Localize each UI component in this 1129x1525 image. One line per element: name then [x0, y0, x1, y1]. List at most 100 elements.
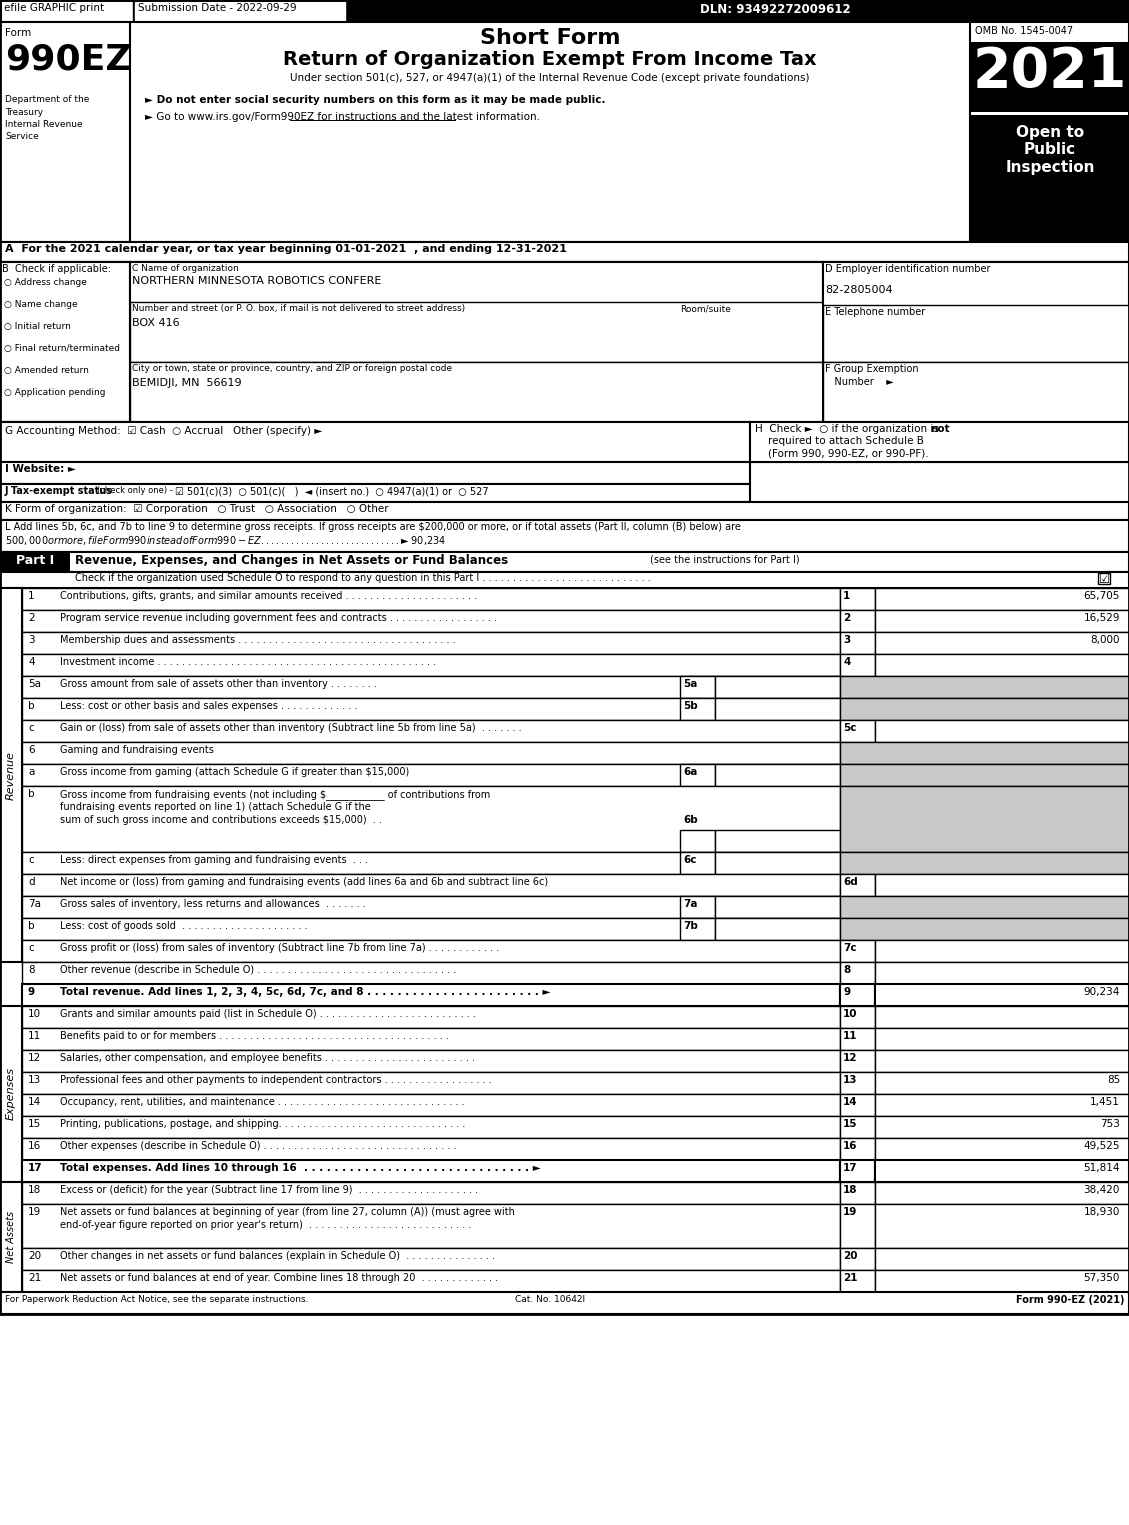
- Text: ► Go to www.irs.gov/Form990EZ for instructions and the latest information.: ► Go to www.irs.gov/Form990EZ for instru…: [145, 111, 540, 122]
- Text: 3: 3: [843, 634, 850, 645]
- Text: $500,000 or more, file Form 990 instead of Form 990-EZ . . . . . . . . . . . . .: $500,000 or more, file Form 990 instead …: [5, 534, 446, 547]
- Text: I Website: ►: I Website: ►: [5, 464, 76, 474]
- Bar: [21, 589, 840, 610]
- Text: Program service revenue including government fees and contracts . . . . . . . . : Program service revenue including govern…: [60, 613, 497, 624]
- Bar: [2, 2, 132, 20]
- Text: (Form 990, 990-EZ, or 990-PF).: (Form 990, 990-EZ, or 990-PF).: [755, 448, 929, 458]
- Text: Check if the organization used Schedule O to respond to any question in this Par: Check if the organization used Schedule …: [75, 573, 650, 583]
- Bar: [0, 502, 1129, 520]
- Text: (check only one) -: (check only one) -: [97, 486, 175, 496]
- Text: For Paperwork Reduction Act Notice, see the separate instructions.: For Paperwork Reduction Act Notice, see …: [5, 1295, 308, 1304]
- Bar: [823, 262, 1129, 422]
- Bar: [840, 984, 875, 1006]
- Text: Total revenue. Add lines 1, 2, 3, 4, 5c, 6d, 7c, and 8 . . . . . . . . . . . . .: Total revenue. Add lines 1, 2, 3, 4, 5c,…: [60, 987, 551, 997]
- Text: Revenue: Revenue: [6, 750, 16, 799]
- Text: Excess or (deficit) for the year (Subtract line 17 from line 9)  . . . . . . . .: Excess or (deficit) for the year (Subtra…: [60, 1185, 478, 1196]
- Bar: [840, 698, 1129, 720]
- Text: Part I: Part I: [16, 554, 54, 567]
- Text: 5a: 5a: [683, 679, 698, 689]
- Text: 19: 19: [28, 1206, 42, 1217]
- Text: Membership dues and assessments . . . . . . . . . . . . . . . . . . . . . . . . : Membership dues and assessments . . . . …: [60, 634, 456, 645]
- Text: Occupancy, rent, utilities, and maintenance . . . . . . . . . . . . . . . . . . : Occupancy, rent, utilities, and maintena…: [60, 1096, 465, 1107]
- Text: 11: 11: [28, 1031, 42, 1042]
- Text: C Name of organization: C Name of organization: [132, 264, 238, 273]
- Text: City or town, state or province, country, and ZIP or foreign postal code: City or town, state or province, country…: [132, 364, 452, 374]
- Text: Other expenses (describe in Schedule O) . . . . . . . . . . . . . . . . . . . . : Other expenses (describe in Schedule O) …: [60, 1141, 456, 1151]
- Bar: [21, 984, 840, 1006]
- Bar: [875, 1270, 1129, 1292]
- Text: 18: 18: [843, 1185, 858, 1196]
- Text: Professional fees and other payments to independent contractors . . . . . . . . : Professional fees and other payments to …: [60, 1075, 492, 1084]
- Text: Salaries, other compensation, and employee benefits . . . . . . . . . . . . . . : Salaries, other compensation, and employ…: [60, 1052, 475, 1063]
- Text: 9: 9: [843, 987, 850, 997]
- Bar: [840, 1093, 875, 1116]
- Bar: [875, 589, 1129, 610]
- Bar: [680, 852, 715, 874]
- Text: 6b: 6b: [683, 814, 698, 825]
- Bar: [875, 720, 1129, 743]
- Bar: [130, 262, 823, 422]
- Text: 57,350: 57,350: [1084, 1273, 1120, 1283]
- Text: b: b: [28, 921, 35, 930]
- Text: 13: 13: [843, 1075, 858, 1084]
- Text: ○ Final return/terminated: ○ Final return/terminated: [5, 345, 120, 352]
- Text: Gross income from gaming (attach Schedule G if greater than $15,000): Gross income from gaming (attach Schedul…: [60, 767, 409, 778]
- Bar: [715, 764, 840, 785]
- Bar: [21, 654, 840, 676]
- Bar: [840, 654, 875, 676]
- Text: 21: 21: [843, 1273, 858, 1283]
- Text: 18: 18: [28, 1185, 42, 1196]
- Text: ○ Name change: ○ Name change: [5, 300, 78, 310]
- Bar: [680, 830, 715, 852]
- Text: Service: Service: [5, 133, 38, 140]
- Bar: [875, 1247, 1129, 1270]
- Text: efile GRAPHIC print: efile GRAPHIC print: [5, 3, 104, 14]
- Text: 16: 16: [28, 1141, 42, 1151]
- Text: b: b: [28, 702, 35, 711]
- Text: 16,529: 16,529: [1084, 613, 1120, 624]
- Text: Short Form: Short Form: [480, 27, 620, 47]
- Text: 19: 19: [843, 1206, 857, 1217]
- Text: ○ Application pending: ○ Application pending: [5, 387, 105, 397]
- Text: 6: 6: [28, 746, 35, 755]
- Text: 18,930: 18,930: [1084, 1206, 1120, 1217]
- Bar: [715, 830, 840, 852]
- Bar: [21, 720, 840, 743]
- Text: Net Assets: Net Assets: [6, 1211, 16, 1263]
- Text: Open to
Public
Inspection: Open to Public Inspection: [1005, 125, 1095, 175]
- Bar: [21, 1051, 840, 1072]
- Bar: [750, 422, 1129, 462]
- Text: Gaming and fundraising events: Gaming and fundraising events: [60, 746, 213, 755]
- Text: 5b: 5b: [683, 702, 698, 711]
- Text: 6c: 6c: [683, 856, 697, 865]
- Bar: [0, 21, 1129, 242]
- Text: 13: 13: [28, 1075, 42, 1084]
- Text: 1: 1: [843, 592, 850, 601]
- Bar: [21, 1182, 840, 1205]
- Text: 5a: 5a: [28, 679, 41, 689]
- Text: end-of-year figure reported on prior year's return)  . . . . . . . . . . . . . .: end-of-year figure reported on prior yea…: [60, 1220, 472, 1231]
- Bar: [21, 939, 840, 962]
- Text: E Telephone number: E Telephone number: [825, 307, 926, 317]
- Bar: [715, 897, 840, 918]
- Bar: [875, 1051, 1129, 1072]
- Bar: [21, 1072, 840, 1093]
- Text: Cat. No. 10642I: Cat. No. 10642I: [515, 1295, 585, 1304]
- Text: 4: 4: [28, 657, 35, 666]
- Text: Room/suite: Room/suite: [680, 303, 730, 313]
- Bar: [21, 1116, 840, 1138]
- Text: Form: Form: [5, 27, 32, 38]
- Text: Gross profit or (loss) from sales of inventory (Subtract line 7b from line 7a) .: Gross profit or (loss) from sales of inv…: [60, 942, 499, 953]
- Text: 7c: 7c: [843, 942, 857, 953]
- Bar: [875, 1093, 1129, 1116]
- Text: 753: 753: [1100, 1119, 1120, 1128]
- Bar: [680, 698, 715, 720]
- Text: D Employer identification number: D Employer identification number: [825, 264, 990, 274]
- Bar: [0, 242, 1129, 262]
- Bar: [840, 676, 1129, 698]
- Bar: [21, 962, 840, 984]
- Text: 7a: 7a: [28, 900, 41, 909]
- Text: L Add lines 5b, 6c, and 7b to line 9 to determine gross receipts. If gross recei: L Add lines 5b, 6c, and 7b to line 9 to …: [5, 522, 741, 532]
- Bar: [875, 984, 1129, 1006]
- Text: Total expenses. Add lines 10 through 16  . . . . . . . . . . . . . . . . . . . .: Total expenses. Add lines 10 through 16 …: [60, 1164, 541, 1173]
